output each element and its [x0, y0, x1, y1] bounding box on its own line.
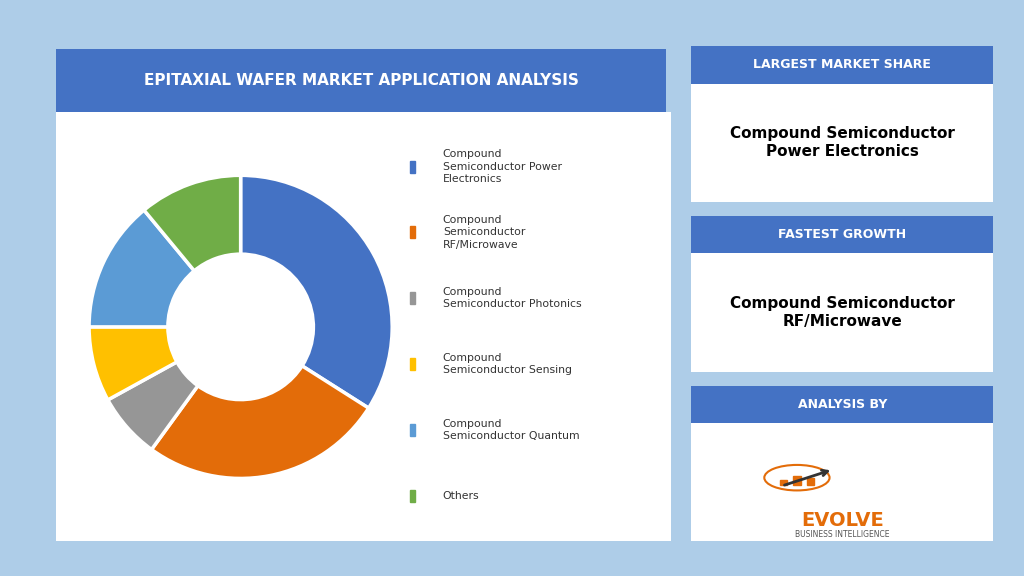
Bar — [411, 226, 415, 238]
Text: Compound
Semiconductor
RF/Microwave: Compound Semiconductor RF/Microwave — [442, 215, 525, 250]
Bar — [779, 479, 787, 486]
Wedge shape — [152, 366, 369, 479]
Text: Others: Others — [442, 491, 479, 501]
Text: BUSINESS INTELLIGENCE: BUSINESS INTELLIGENCE — [795, 530, 890, 539]
Text: EVOLVE: EVOLVE — [801, 511, 884, 530]
Text: Compound Semiconductor
Power Electronics: Compound Semiconductor Power Electronics — [730, 126, 954, 159]
Text: FASTEST GROWTH: FASTEST GROWTH — [778, 228, 906, 241]
Wedge shape — [89, 210, 195, 327]
Text: Compound
Semiconductor Photonics: Compound Semiconductor Photonics — [442, 287, 582, 309]
Text: LARGEST MARKET SHARE: LARGEST MARKET SHARE — [754, 58, 931, 71]
Wedge shape — [144, 175, 241, 271]
Bar — [411, 490, 415, 502]
Text: Compound
Semiconductor Sensing: Compound Semiconductor Sensing — [442, 353, 571, 376]
Text: Compound Semiconductor
RF/Microwave: Compound Semiconductor RF/Microwave — [730, 296, 954, 329]
Bar — [794, 476, 801, 486]
Wedge shape — [108, 362, 198, 449]
Text: Compound
Semiconductor Quantum: Compound Semiconductor Quantum — [442, 419, 580, 441]
Bar — [411, 424, 415, 436]
Wedge shape — [241, 175, 392, 408]
Bar — [411, 292, 415, 304]
Bar — [411, 358, 415, 370]
Text: EPITAXIAL WAFER MARKET APPLICATION ANALYSIS: EPITAXIAL WAFER MARKET APPLICATION ANALY… — [143, 73, 579, 88]
Bar — [411, 161, 415, 173]
Wedge shape — [89, 327, 177, 400]
Text: ANALYSIS BY: ANALYSIS BY — [798, 398, 887, 411]
Text: Compound
Semiconductor Power
Electronics: Compound Semiconductor Power Electronics — [442, 149, 562, 184]
Text: 34%: 34% — [216, 317, 265, 337]
Bar — [807, 478, 814, 486]
